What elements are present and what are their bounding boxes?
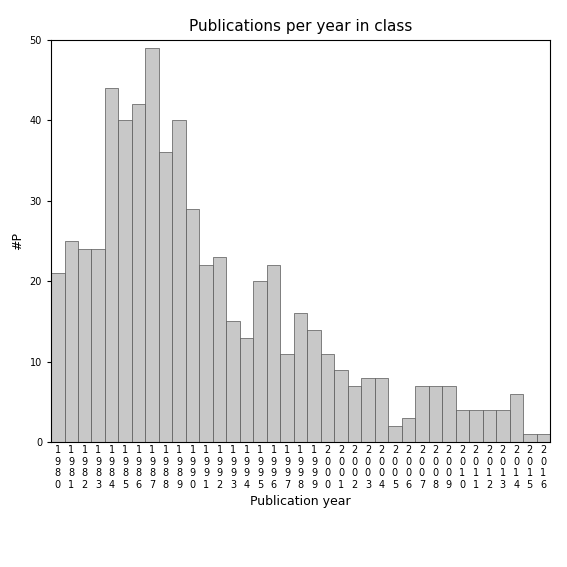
- Bar: [119, 120, 132, 442]
- Bar: [78, 249, 91, 442]
- Bar: [442, 386, 456, 442]
- Bar: [280, 354, 294, 442]
- Bar: [456, 410, 469, 442]
- Bar: [132, 104, 145, 442]
- Bar: [483, 410, 496, 442]
- Bar: [523, 434, 536, 442]
- Bar: [334, 370, 348, 442]
- Bar: [510, 394, 523, 442]
- Bar: [294, 314, 307, 442]
- Bar: [469, 410, 483, 442]
- Bar: [105, 88, 119, 442]
- Bar: [172, 120, 186, 442]
- Bar: [213, 257, 226, 442]
- Bar: [361, 378, 375, 442]
- Bar: [429, 386, 442, 442]
- Bar: [145, 48, 159, 442]
- Bar: [267, 265, 280, 442]
- Bar: [388, 426, 401, 442]
- Bar: [91, 249, 105, 442]
- Bar: [307, 329, 321, 442]
- Bar: [186, 209, 200, 442]
- Bar: [536, 434, 550, 442]
- Bar: [496, 410, 510, 442]
- Bar: [321, 354, 334, 442]
- Bar: [159, 153, 172, 442]
- Bar: [226, 321, 240, 442]
- Title: Publications per year in class: Publications per year in class: [189, 19, 412, 35]
- Bar: [415, 386, 429, 442]
- Bar: [65, 241, 78, 442]
- X-axis label: Publication year: Publication year: [250, 496, 351, 509]
- Bar: [253, 281, 267, 442]
- Bar: [375, 378, 388, 442]
- Bar: [401, 418, 415, 442]
- Bar: [240, 337, 253, 442]
- Bar: [200, 265, 213, 442]
- Bar: [51, 273, 65, 442]
- Bar: [348, 386, 361, 442]
- Y-axis label: #P: #P: [11, 232, 24, 250]
